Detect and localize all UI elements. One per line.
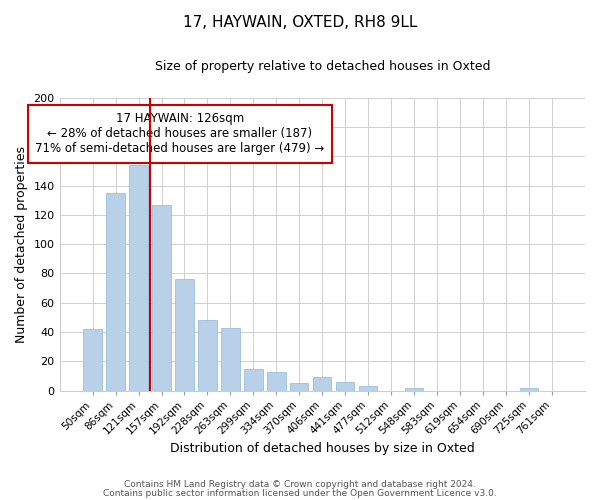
- Bar: [359, 386, 377, 390]
- X-axis label: Distribution of detached houses by size in Oxted: Distribution of detached houses by size …: [170, 442, 475, 455]
- Bar: [405, 388, 424, 390]
- Text: Contains HM Land Registry data © Crown copyright and database right 2024.: Contains HM Land Registry data © Crown c…: [124, 480, 476, 489]
- Bar: [130, 165, 148, 390]
- Bar: [198, 320, 217, 390]
- Bar: [221, 328, 239, 390]
- Text: 17, HAYWAIN, OXTED, RH8 9LL: 17, HAYWAIN, OXTED, RH8 9LL: [183, 15, 417, 30]
- Bar: [336, 382, 355, 390]
- Text: Contains public sector information licensed under the Open Government Licence v3: Contains public sector information licen…: [103, 489, 497, 498]
- Bar: [83, 329, 102, 390]
- Bar: [106, 193, 125, 390]
- Bar: [267, 372, 286, 390]
- Text: 17 HAYWAIN: 126sqm
← 28% of detached houses are smaller (187)
71% of semi-detach: 17 HAYWAIN: 126sqm ← 28% of detached hou…: [35, 112, 325, 156]
- Title: Size of property relative to detached houses in Oxted: Size of property relative to detached ho…: [155, 60, 490, 73]
- Y-axis label: Number of detached properties: Number of detached properties: [15, 146, 28, 342]
- Bar: [290, 383, 308, 390]
- Bar: [152, 204, 170, 390]
- Bar: [313, 378, 331, 390]
- Bar: [175, 280, 194, 390]
- Bar: [520, 388, 538, 390]
- Bar: [244, 368, 263, 390]
